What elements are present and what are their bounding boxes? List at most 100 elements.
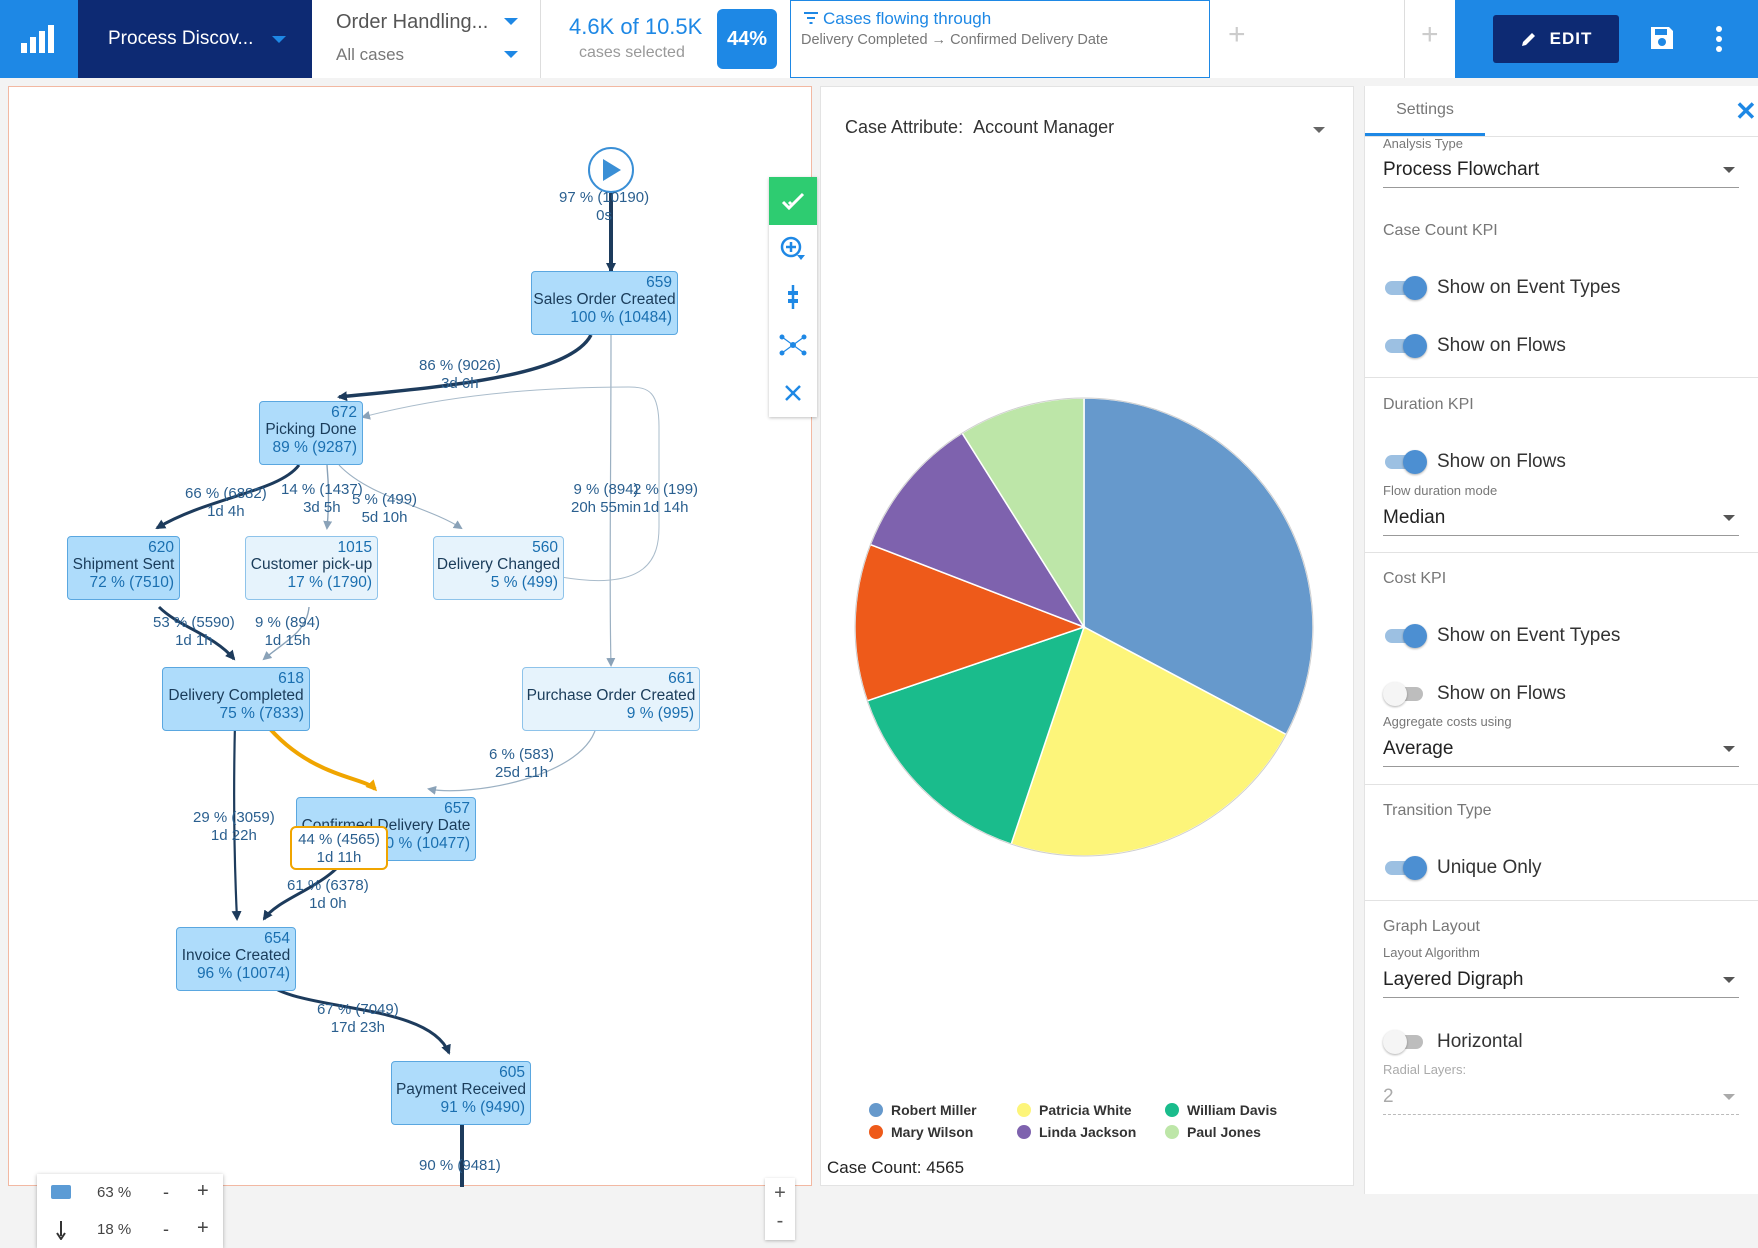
add-filter-slot[interactable]: + bbox=[1405, 0, 1455, 78]
legend-item[interactable]: Mary Wilson bbox=[869, 1124, 973, 1140]
node-detail-value: 63 % bbox=[97, 1184, 132, 1201]
zoom-out-button[interactable]: - bbox=[776, 1210, 784, 1232]
legend-item[interactable]: William Davis bbox=[1165, 1102, 1277, 1118]
selection-label: cases selected bbox=[579, 44, 685, 61]
edge-label[interactable]: 29 % (3059) 1d 22h bbox=[193, 809, 275, 845]
unique-only-toggle[interactable] bbox=[1383, 856, 1427, 880]
analysis-type-select[interactable]: Process Flowchart bbox=[1383, 154, 1739, 188]
layout-algorithm-select[interactable]: Layered Digraph bbox=[1383, 964, 1739, 998]
node-pct: 91 % (9490) bbox=[440, 1099, 525, 1116]
case-flows-toggle[interactable] bbox=[1383, 334, 1427, 358]
cost-flows-label: Show on Flows bbox=[1437, 683, 1566, 704]
edge-label[interactable]: 61 % (6378) 1d 0h bbox=[287, 877, 369, 913]
edge-pct: 97 % (10190) bbox=[559, 189, 650, 206]
node-pct: 5 % (499) bbox=[490, 574, 558, 591]
close-icon[interactable]: ✕ bbox=[1735, 96, 1757, 126]
edge-time: 3d 6h bbox=[441, 375, 479, 392]
cost-event-types-toggle[interactable] bbox=[1383, 624, 1427, 648]
graph-layout-button[interactable] bbox=[769, 321, 817, 369]
edge-label[interactable]: 67 % (7049) 17d 23h bbox=[317, 1001, 399, 1037]
dataset-selector[interactable]: Order Handling... All cases bbox=[312, 0, 540, 78]
node-pct: 72 % (7510) bbox=[89, 574, 174, 591]
edit-button[interactable]: EDIT bbox=[1493, 15, 1619, 63]
legend-item[interactable]: Paul Jones bbox=[1165, 1124, 1261, 1140]
process-node-delivery-changed[interactable]: 560 Delivery Changed 5 % (499) bbox=[433, 536, 564, 600]
pie-chart-panel: Case Attribute: Account Manager Robert Mi… bbox=[820, 86, 1354, 1186]
process-node-payment-received[interactable]: 605 Payment Received 91 % (9490) bbox=[391, 1061, 531, 1125]
process-node-delivery-completed[interactable]: 618 Delivery Completed 75 % (7833) bbox=[162, 667, 310, 731]
app-logo-icon[interactable] bbox=[0, 0, 78, 78]
vertical-align-icon bbox=[788, 285, 798, 309]
edge-detail-increase[interactable]: + bbox=[197, 1217, 209, 1239]
zoom-search-button[interactable] bbox=[769, 225, 817, 273]
aggregate-costs-select[interactable]: Average bbox=[1383, 733, 1739, 767]
node-detail-decrease[interactable]: - bbox=[163, 1182, 169, 1202]
node-detail-row: 63 % - + bbox=[37, 1174, 223, 1211]
legend-item[interactable]: Robert Miller bbox=[869, 1102, 977, 1118]
edge-label[interactable]: 6 % (583) 25d 11h bbox=[489, 746, 554, 782]
legend-item[interactable]: Linda Jackson bbox=[1017, 1124, 1136, 1140]
zoom-in-button[interactable]: + bbox=[774, 1182, 786, 1204]
edge-label[interactable]: 90 % (9481) bbox=[419, 1157, 501, 1175]
edge-label[interactable]: 2 % (199) 1d 14h bbox=[633, 481, 698, 517]
flow-duration-mode-value: Median bbox=[1383, 507, 1446, 528]
transition-type-heading: Transition Type bbox=[1383, 802, 1492, 819]
dataset-name[interactable]: Order Handling... bbox=[336, 11, 489, 33]
toggle-knob bbox=[1403, 450, 1427, 474]
save-icon[interactable] bbox=[1648, 24, 1676, 52]
edge-time: 25d 11h bbox=[494, 764, 549, 781]
edge-label[interactable]: 5 % (499) 5d 10h bbox=[352, 491, 417, 527]
cost-flows-toggle[interactable] bbox=[1383, 682, 1427, 706]
add-filter-slot[interactable]: + bbox=[1210, 0, 1405, 78]
apply-button[interactable] bbox=[769, 177, 817, 225]
process-node-sales-order-created[interactable]: 659 Sales Order Created 100 % (10484) bbox=[531, 271, 678, 335]
node-detail-increase[interactable]: + bbox=[197, 1180, 209, 1202]
case-attribute-selector[interactable]: Case Attribute: Account Manager bbox=[845, 117, 1114, 138]
chevron-down-icon[interactable] bbox=[504, 18, 518, 25]
app-switcher[interactable]: Process Discov... bbox=[78, 0, 312, 78]
process-node-purchase-order-created[interactable]: 661 Purchase Order Created 9 % (995) bbox=[522, 667, 700, 731]
node-name: Picking Done bbox=[265, 421, 357, 438]
chevron-down-icon bbox=[1723, 746, 1735, 752]
more-vert-icon[interactable] bbox=[1712, 24, 1726, 54]
legend-swatch bbox=[1165, 1103, 1179, 1117]
edge-pct: 9 % (894) bbox=[573, 481, 639, 498]
process-node-customer-pick-up[interactable]: 1015 Customer pick-up 17 % (1790) bbox=[245, 536, 378, 600]
radial-layers-select[interactable]: 2 bbox=[1383, 1081, 1739, 1115]
filter-chip[interactable]: Cases flowing through Delivery Completed… bbox=[790, 0, 1210, 78]
add-filter-icon[interactable]: + bbox=[1421, 18, 1439, 51]
process-node-picking-done[interactable]: 672 Picking Done 89 % (9287) bbox=[259, 401, 363, 465]
flowchart-panel[interactable]: 97 % (10190) 0s 659 Sales Order Created 1… bbox=[8, 86, 817, 1248]
horizontal-toggle[interactable] bbox=[1383, 1030, 1427, 1054]
close-button[interactable] bbox=[769, 369, 817, 417]
edge-label[interactable]: 14 % (1437) 3d 5h bbox=[281, 481, 363, 517]
dataset-filter[interactable]: All cases bbox=[336, 45, 405, 64]
edge-label[interactable]: 66 % (6882) 1d 4h bbox=[185, 485, 267, 521]
node-count: 560 bbox=[532, 539, 558, 556]
chevron-down-icon[interactable] bbox=[504, 51, 518, 58]
duration-flows-toggle[interactable] bbox=[1383, 450, 1427, 474]
edge-label[interactable]: 9 % (894) 1d 15h bbox=[255, 614, 320, 650]
edge-po-cdd bbox=[427, 722, 598, 795]
pie-outline bbox=[854, 397, 1314, 857]
align-button[interactable] bbox=[769, 273, 817, 321]
process-node-invoice-created[interactable]: 654 Invoice Created 96 % (10074) bbox=[176, 927, 296, 991]
legend-item[interactable]: Patricia White bbox=[1017, 1102, 1132, 1118]
analysis-type-label: Analysis Type bbox=[1383, 136, 1463, 151]
case-event-types-toggle[interactable] bbox=[1383, 276, 1427, 300]
add-filter-icon[interactable]: + bbox=[1228, 18, 1246, 51]
edge-label[interactable]: 86 % (9026) 3d 6h bbox=[419, 357, 501, 393]
edge-label[interactable]: 9 % (894) 20h 55min bbox=[571, 481, 641, 517]
tab-settings[interactable]: Settings bbox=[1365, 86, 1485, 136]
highlighted-edge-label[interactable]: 44 % (4565) 1d 11h bbox=[290, 826, 388, 870]
flow-duration-mode-select[interactable]: Median bbox=[1383, 502, 1739, 536]
selection-percent-badge: 44% bbox=[717, 9, 777, 69]
edge-pct: 53 % (5590) bbox=[153, 614, 235, 631]
start-node-icon[interactable] bbox=[588, 147, 634, 193]
edge-detail-decrease[interactable]: - bbox=[163, 1219, 169, 1239]
process-node-shipment-sent[interactable]: 620 Shipment Sent 72 % (7510) bbox=[67, 536, 180, 600]
layout-algorithm-value: Layered Digraph bbox=[1383, 969, 1524, 990]
edge-label[interactable]: 53 % (5590) 1d 1h bbox=[153, 614, 235, 650]
chevron-down-icon[interactable] bbox=[1313, 127, 1325, 133]
pencil-icon bbox=[1521, 33, 1535, 46]
